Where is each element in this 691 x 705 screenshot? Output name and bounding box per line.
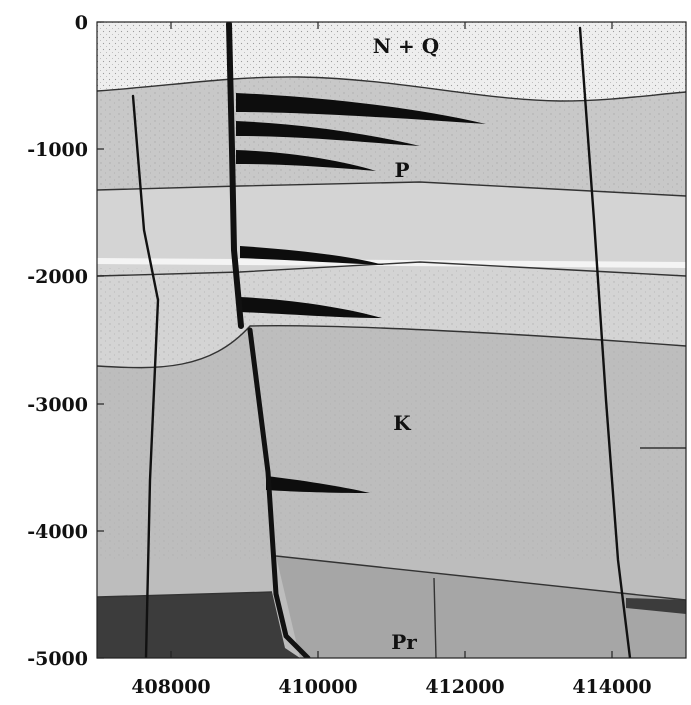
tick-marks <box>97 21 613 659</box>
pr-internal-fault <box>433 577 437 658</box>
layer-pr-dark-left <box>97 592 300 658</box>
x-tick-label: 410000 <box>278 676 357 698</box>
layer-k-texture <box>97 325 686 560</box>
wedge-bodies <box>236 93 486 493</box>
wedge-5 <box>240 297 382 318</box>
x-axis-labels: 408000 410000 412000 414000 <box>131 676 651 698</box>
horizon-top-k <box>97 324 686 369</box>
horizon-top-p <box>97 76 686 102</box>
y-tick-label: -4000 <box>27 521 88 543</box>
y-tick-label: 0 <box>75 12 88 34</box>
horizon-lines <box>97 76 686 658</box>
y-tick-label: -1000 <box>27 139 88 161</box>
layer-pr-dark-right <box>626 598 686 614</box>
x-tick-label: 408000 <box>131 676 210 698</box>
unit-label-k: K <box>393 411 411 435</box>
strata-layers <box>97 22 686 658</box>
horizon-mid-p <box>97 181 686 197</box>
unit-labels: N + Q P K Pr <box>373 34 439 654</box>
unit-label-p: P <box>394 158 409 182</box>
wedge-3 <box>236 150 376 171</box>
x-tick-label: 412000 <box>425 676 504 698</box>
fault-left <box>131 94 160 658</box>
fault-main-lower <box>247 327 311 658</box>
wedge-4 <box>240 246 384 265</box>
y-tick-label: -3000 <box>27 394 88 416</box>
layer-pr <box>276 556 686 658</box>
fault-main-upper <box>226 22 244 329</box>
unit-label-pr: Pr <box>391 630 417 654</box>
wedge-2 <box>236 121 420 146</box>
y-tick-label: -5000 <box>27 648 88 670</box>
wedge-6 <box>266 476 370 493</box>
x-tick-label: 414000 <box>572 676 651 698</box>
plot-frame <box>96 21 687 659</box>
horizon-pr-dark <box>97 591 273 598</box>
fault-right <box>578 26 632 658</box>
faults <box>131 22 632 658</box>
y-axis-labels: 0 -1000 -2000 -3000 -4000 -5000 <box>27 12 88 670</box>
unit-label-nq: N + Q <box>373 34 439 58</box>
horizon-lower-p <box>97 261 686 277</box>
wedge-1 <box>236 93 486 124</box>
y-tick-label: -2000 <box>27 266 88 288</box>
horizon-top-pr <box>275 555 686 601</box>
